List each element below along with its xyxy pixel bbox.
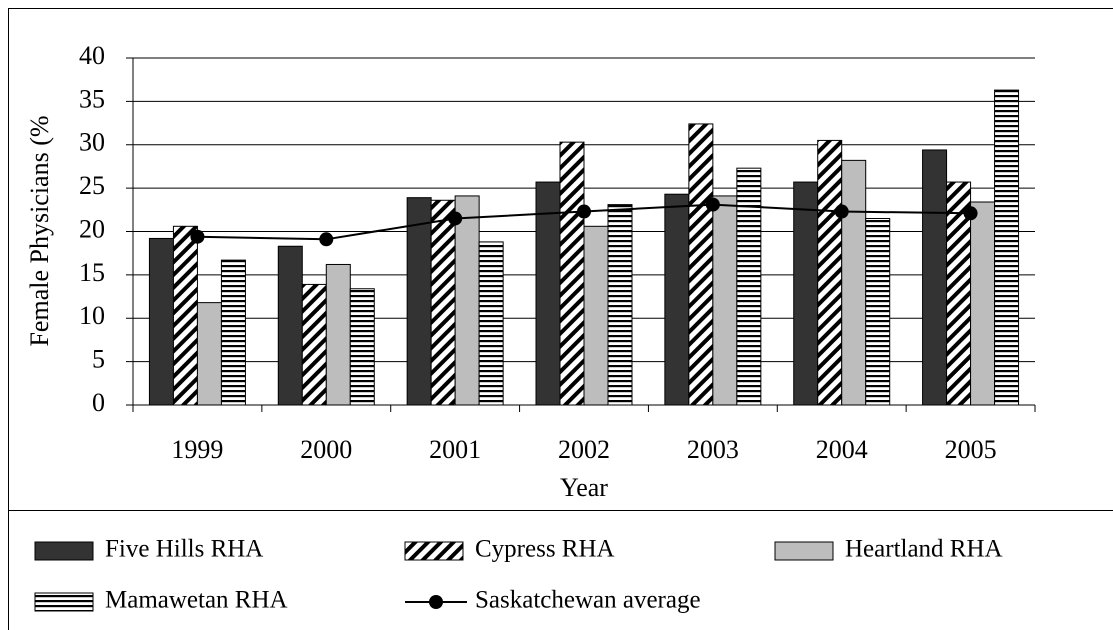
bar: [559, 141, 585, 406]
legend-swatch: [404, 541, 464, 561]
bar: [196, 302, 222, 406]
bar: [277, 245, 303, 406]
line-point: [448, 211, 463, 226]
legend-frame: [8, 510, 1113, 630]
line-point: [834, 204, 849, 219]
bar: [688, 123, 714, 406]
bar: [148, 237, 174, 406]
bar: [535, 181, 561, 406]
bar: [454, 195, 480, 406]
bar: [922, 149, 948, 406]
x-tick-label: 2002: [558, 435, 610, 464]
y-tick-label: 20: [79, 214, 105, 243]
x-tick-label: 2005: [945, 435, 997, 464]
x-tick-label: 1999: [171, 435, 223, 464]
x-tick-label: 2000: [300, 435, 352, 464]
y-tick-label: 25: [79, 171, 105, 200]
y-tick-label: 30: [79, 128, 105, 157]
legend-label: Mamawetan RHA: [105, 587, 288, 614]
x-tick-label: 2003: [687, 435, 739, 464]
bar: [301, 283, 327, 406]
legend-label: Saskatchewan average: [475, 587, 701, 614]
legend-swatch: [34, 541, 94, 561]
y-tick-label: 5: [92, 345, 105, 374]
bar: [817, 139, 843, 406]
bar: [220, 259, 246, 406]
bar: [607, 204, 633, 406]
bar: [865, 217, 891, 406]
bar: [583, 225, 609, 406]
bar: [970, 201, 996, 406]
bar: [406, 197, 432, 406]
bar: [664, 193, 690, 406]
bar: [793, 181, 819, 406]
line-point: [705, 197, 720, 212]
y-axis-label: Female Physicians (%: [25, 115, 54, 346]
bar: [349, 288, 375, 406]
bar: [172, 225, 198, 406]
y-tick-label: 35: [79, 84, 105, 113]
y-tick-label: 15: [79, 258, 105, 287]
legend-label: Heartland RHA: [845, 536, 1003, 563]
line-point: [319, 232, 334, 247]
y-tick-label: 40: [79, 41, 105, 70]
legend-label: Cypress RHA: [475, 536, 615, 563]
line-point: [577, 204, 591, 219]
bar: [712, 195, 738, 406]
line-point: [963, 206, 978, 221]
legend-swatch: [774, 541, 834, 561]
x-axis-label: Year: [560, 473, 608, 502]
line-point: [190, 229, 205, 244]
legend-label: Five Hills RHA: [105, 536, 263, 563]
bar: [430, 199, 456, 406]
legend-swatch: [34, 592, 94, 612]
bar: [478, 241, 504, 406]
bar: [736, 167, 762, 406]
bar: [841, 159, 867, 406]
x-tick-label: 2004: [816, 435, 868, 464]
y-tick-label: 0: [92, 388, 105, 417]
x-tick-label: 2001: [429, 435, 481, 464]
chart-frame: [8, 8, 1113, 630]
legend-marker: [429, 595, 443, 609]
bar: [994, 89, 1020, 406]
y-tick-label: 10: [79, 301, 105, 330]
bar: [325, 263, 351, 406]
